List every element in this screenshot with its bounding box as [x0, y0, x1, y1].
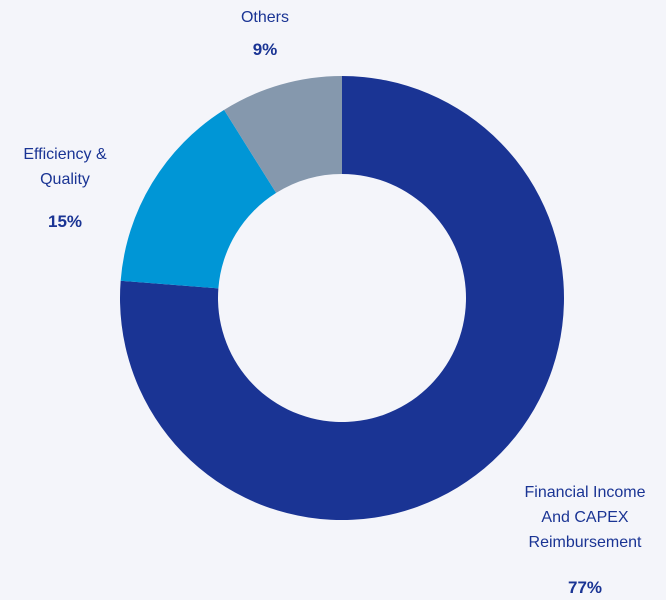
slice-label: Financial Income And CAPEX Reimbursement — [524, 484, 646, 551]
slice-label: Efficiency & Quality — [23, 146, 107, 188]
donut-slice — [120, 109, 277, 289]
value-label: 9% — [252, 40, 278, 59]
value-label: 77% — [567, 578, 603, 597]
donut-slice — [224, 76, 342, 193]
donut-slice — [120, 76, 564, 521]
value-label: 15% — [47, 212, 83, 231]
slice-label: Others — [240, 9, 289, 26]
